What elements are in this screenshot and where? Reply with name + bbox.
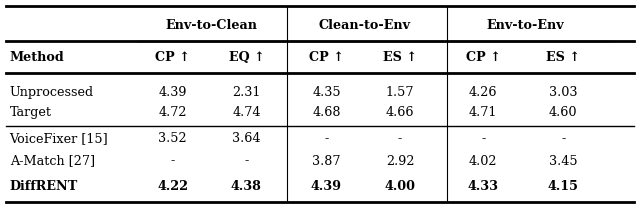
Text: 4.22: 4.22 xyxy=(157,180,188,193)
Text: EQ ↑: EQ ↑ xyxy=(228,51,264,64)
Text: 4.26: 4.26 xyxy=(469,86,497,99)
Text: 4.35: 4.35 xyxy=(312,86,340,99)
Text: Unprocessed: Unprocessed xyxy=(10,86,93,99)
Text: Clean-to-Env: Clean-to-Env xyxy=(319,19,411,32)
Text: 3.03: 3.03 xyxy=(549,86,577,99)
Text: 4.74: 4.74 xyxy=(232,106,260,119)
Text: -: - xyxy=(481,132,485,145)
Text: -: - xyxy=(244,155,248,168)
Text: ES ↑: ES ↑ xyxy=(383,51,417,64)
Text: 3.45: 3.45 xyxy=(549,155,577,168)
Text: VoiceFixer [15]: VoiceFixer [15] xyxy=(10,132,108,145)
Text: Env-to-Env: Env-to-Env xyxy=(486,19,564,32)
Text: -: - xyxy=(398,132,402,145)
Text: Method: Method xyxy=(10,51,65,64)
Text: 4.66: 4.66 xyxy=(386,106,414,119)
Text: 3.52: 3.52 xyxy=(159,132,187,145)
Text: 2.31: 2.31 xyxy=(232,86,260,99)
Text: CP ↑: CP ↑ xyxy=(466,51,500,64)
Text: 3.87: 3.87 xyxy=(312,155,340,168)
Text: ES ↑: ES ↑ xyxy=(546,51,580,64)
Text: 4.60: 4.60 xyxy=(549,106,577,119)
Text: 4.02: 4.02 xyxy=(469,155,497,168)
Text: -: - xyxy=(561,132,565,145)
Text: 4.72: 4.72 xyxy=(159,106,187,119)
Text: CP ↑: CP ↑ xyxy=(156,51,190,64)
Text: DiffRENT: DiffRENT xyxy=(10,180,78,193)
Text: Env-to-Clean: Env-to-Clean xyxy=(165,19,257,32)
Text: 4.00: 4.00 xyxy=(385,180,415,193)
Text: 4.71: 4.71 xyxy=(469,106,497,119)
Text: 4.38: 4.38 xyxy=(231,180,262,193)
Text: 4.15: 4.15 xyxy=(548,180,579,193)
Text: -: - xyxy=(324,132,328,145)
Text: CP ↑: CP ↑ xyxy=(309,51,344,64)
Text: -: - xyxy=(171,155,175,168)
Text: Target: Target xyxy=(10,106,52,119)
Text: 3.64: 3.64 xyxy=(232,132,260,145)
Text: 4.39: 4.39 xyxy=(311,180,342,193)
Text: 4.33: 4.33 xyxy=(468,180,499,193)
Text: 1.57: 1.57 xyxy=(386,86,414,99)
Text: 4.39: 4.39 xyxy=(159,86,187,99)
Text: 4.68: 4.68 xyxy=(312,106,340,119)
Text: 2.92: 2.92 xyxy=(386,155,414,168)
Text: A-Match [27]: A-Match [27] xyxy=(10,155,95,168)
